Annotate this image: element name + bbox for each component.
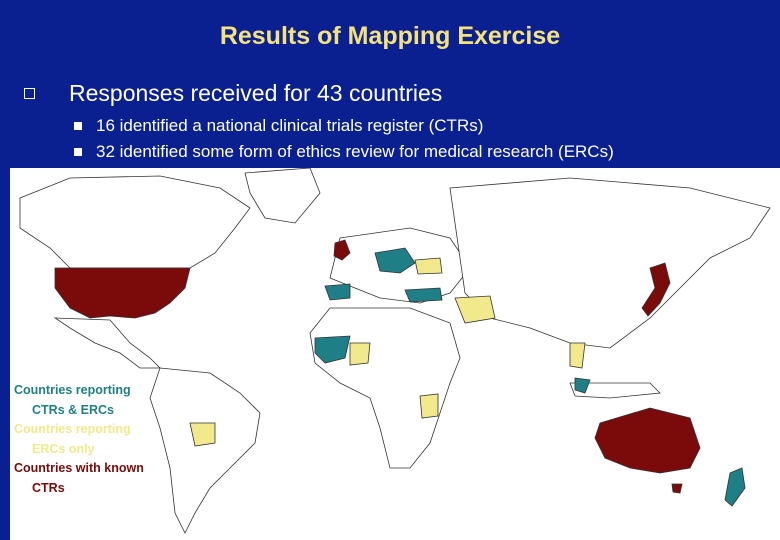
legend-known-ctr-line2: CTRs xyxy=(32,480,65,495)
mexico-shape xyxy=(53,317,161,369)
asia-shape xyxy=(449,177,771,349)
sub-bullet-ctr: 16 identified a national clinical trials… xyxy=(74,116,483,136)
filled-square-bullet-icon xyxy=(74,148,82,156)
ukraine-shape xyxy=(414,257,443,275)
japan-shape xyxy=(641,262,671,317)
legend-erc-only-line1: Countries reporting xyxy=(14,422,131,436)
bolivia-shape xyxy=(189,422,216,447)
spain-shape xyxy=(324,283,351,301)
south-america-shape xyxy=(149,367,261,534)
tanzania-shape xyxy=(419,393,439,419)
mali-shape xyxy=(314,335,351,364)
new-zealand-shape xyxy=(724,467,746,507)
filled-square-bullet-icon xyxy=(74,122,82,130)
malaysia-shape xyxy=(574,377,591,394)
thailand-shape xyxy=(569,342,586,369)
turkey-shape xyxy=(404,287,443,303)
nigeria-shape xyxy=(349,342,371,366)
legend: Countries reporting CTRs & ERCs Countrie… xyxy=(14,381,144,498)
africa-shape xyxy=(309,307,461,469)
slide-title: Results of Mapping Exercise xyxy=(219,22,561,50)
legend-ctr-erc-line1: Countries reporting xyxy=(14,383,131,397)
usa-shape xyxy=(54,267,191,319)
world-map xyxy=(10,168,780,540)
uk-shape xyxy=(333,239,351,261)
legend-known-ctr-line1: Countries with known xyxy=(14,461,144,475)
main-bullet-text: Responses received for 43 countries xyxy=(69,80,443,106)
indonesia-shape xyxy=(569,382,661,399)
sub-bullet-text: 16 identified a national clinical trials… xyxy=(96,116,484,135)
sub-bullet-erc: 32 identified some form of ethics review… xyxy=(74,142,614,162)
legend-erc-only-line2: ERCs only xyxy=(32,441,95,456)
australia-shape xyxy=(594,407,701,474)
sub-bullet-text: 32 identified some form of ethics review… xyxy=(96,142,614,161)
hollow-square-bullet-icon xyxy=(24,88,35,99)
legend-ctr-erc-line2: CTRs & ERCs xyxy=(32,402,114,417)
world-map-graphic xyxy=(19,168,771,534)
tasmania-shape xyxy=(671,483,683,494)
main-bullet: Responses received for 43 countries xyxy=(20,80,442,107)
canada-shape xyxy=(19,175,251,269)
afghanistan-shape xyxy=(454,295,496,324)
central-europe-shape xyxy=(374,247,416,274)
greenland-shape xyxy=(244,168,321,224)
